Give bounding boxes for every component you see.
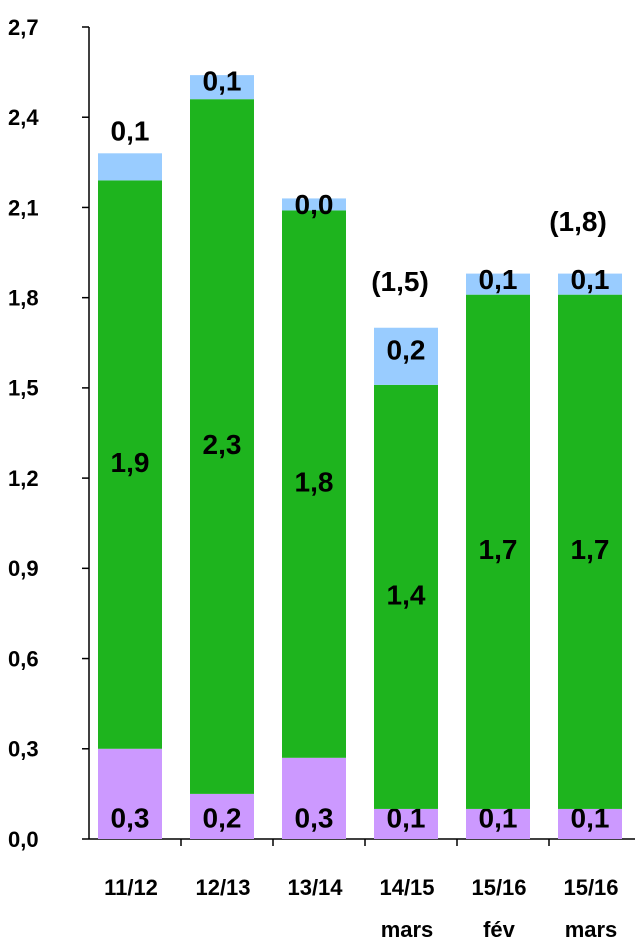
bar-segment-1 bbox=[282, 757, 346, 839]
bar-segment-2 bbox=[190, 99, 254, 794]
bar-segment-3 bbox=[98, 153, 162, 181]
x-tick-label: 15/16 bbox=[471, 875, 526, 900]
y-tick-label: 2,1 bbox=[8, 195, 39, 220]
bar-total-label: (1,5) bbox=[371, 266, 429, 297]
bar-value-label: 0,1 bbox=[479, 264, 518, 295]
y-tick-label: 2,4 bbox=[8, 105, 39, 130]
bar-segment-2 bbox=[282, 210, 346, 758]
bar-segment-2 bbox=[374, 384, 438, 809]
bar-value-label: 1,8 bbox=[295, 467, 334, 498]
bar-value-label: 0,1 bbox=[203, 66, 242, 97]
bar-value-label: 0,1 bbox=[571, 264, 610, 295]
x-tick-label: 14/15 bbox=[379, 875, 434, 900]
bar-value-label: 1,7 bbox=[479, 534, 518, 565]
y-tick-label: 1,2 bbox=[8, 466, 39, 491]
y-tick-label: 2,7 bbox=[8, 15, 39, 40]
x-tick-sublabel: mars bbox=[381, 917, 434, 942]
x-tick-label: 13/14 bbox=[287, 875, 343, 900]
bar-segment-1 bbox=[466, 808, 530, 839]
x-tick-sublabel: mars bbox=[565, 917, 618, 942]
x-tick-label: 12/13 bbox=[195, 875, 250, 900]
y-tick-label: 1,8 bbox=[8, 285, 39, 310]
bar-value-label: 0,3 bbox=[111, 802, 150, 833]
bar-segment-2 bbox=[98, 180, 162, 749]
y-tick-label: 0,3 bbox=[8, 737, 39, 762]
y-tick-label: 0,6 bbox=[8, 646, 39, 671]
bar-value-label: 1,7 bbox=[571, 534, 610, 565]
y-tick-label: 1,5 bbox=[8, 376, 39, 401]
bar-segment-1 bbox=[190, 793, 254, 839]
bar-segment-1 bbox=[98, 748, 162, 839]
bar-value-label: 0,2 bbox=[203, 802, 242, 833]
bar-value-label: 1,4 bbox=[387, 579, 426, 610]
bar-value-label: 0,0 bbox=[295, 189, 334, 220]
bar-segment-1 bbox=[374, 808, 438, 839]
bar-segment-3 bbox=[374, 327, 438, 385]
x-tick-label: 11/12 bbox=[104, 875, 158, 900]
bar-segment-2 bbox=[558, 294, 622, 809]
bar-value-label: 0,2 bbox=[387, 335, 426, 366]
y-tick-label: 0,9 bbox=[8, 556, 39, 581]
bar-value-label: 0,1 bbox=[111, 116, 150, 147]
bar-value-label: 1,9 bbox=[111, 447, 150, 478]
bar-segment-3 bbox=[282, 198, 346, 211]
bar-value-label: 2,3 bbox=[203, 429, 242, 460]
bar-total-label: (1,8) bbox=[549, 206, 607, 237]
x-tick-label: 15/16 bbox=[563, 875, 618, 900]
bar-segment-2 bbox=[466, 294, 530, 809]
bar-segment-3 bbox=[190, 75, 254, 100]
x-tick-sublabel: fév bbox=[483, 917, 516, 942]
y-tick-label: 0,0 bbox=[8, 827, 39, 852]
bar-segment-1 bbox=[558, 808, 622, 839]
bar-segment-3 bbox=[558, 273, 622, 295]
bar-value-label: 0,3 bbox=[295, 802, 334, 833]
bar-segment-3 bbox=[466, 273, 530, 295]
